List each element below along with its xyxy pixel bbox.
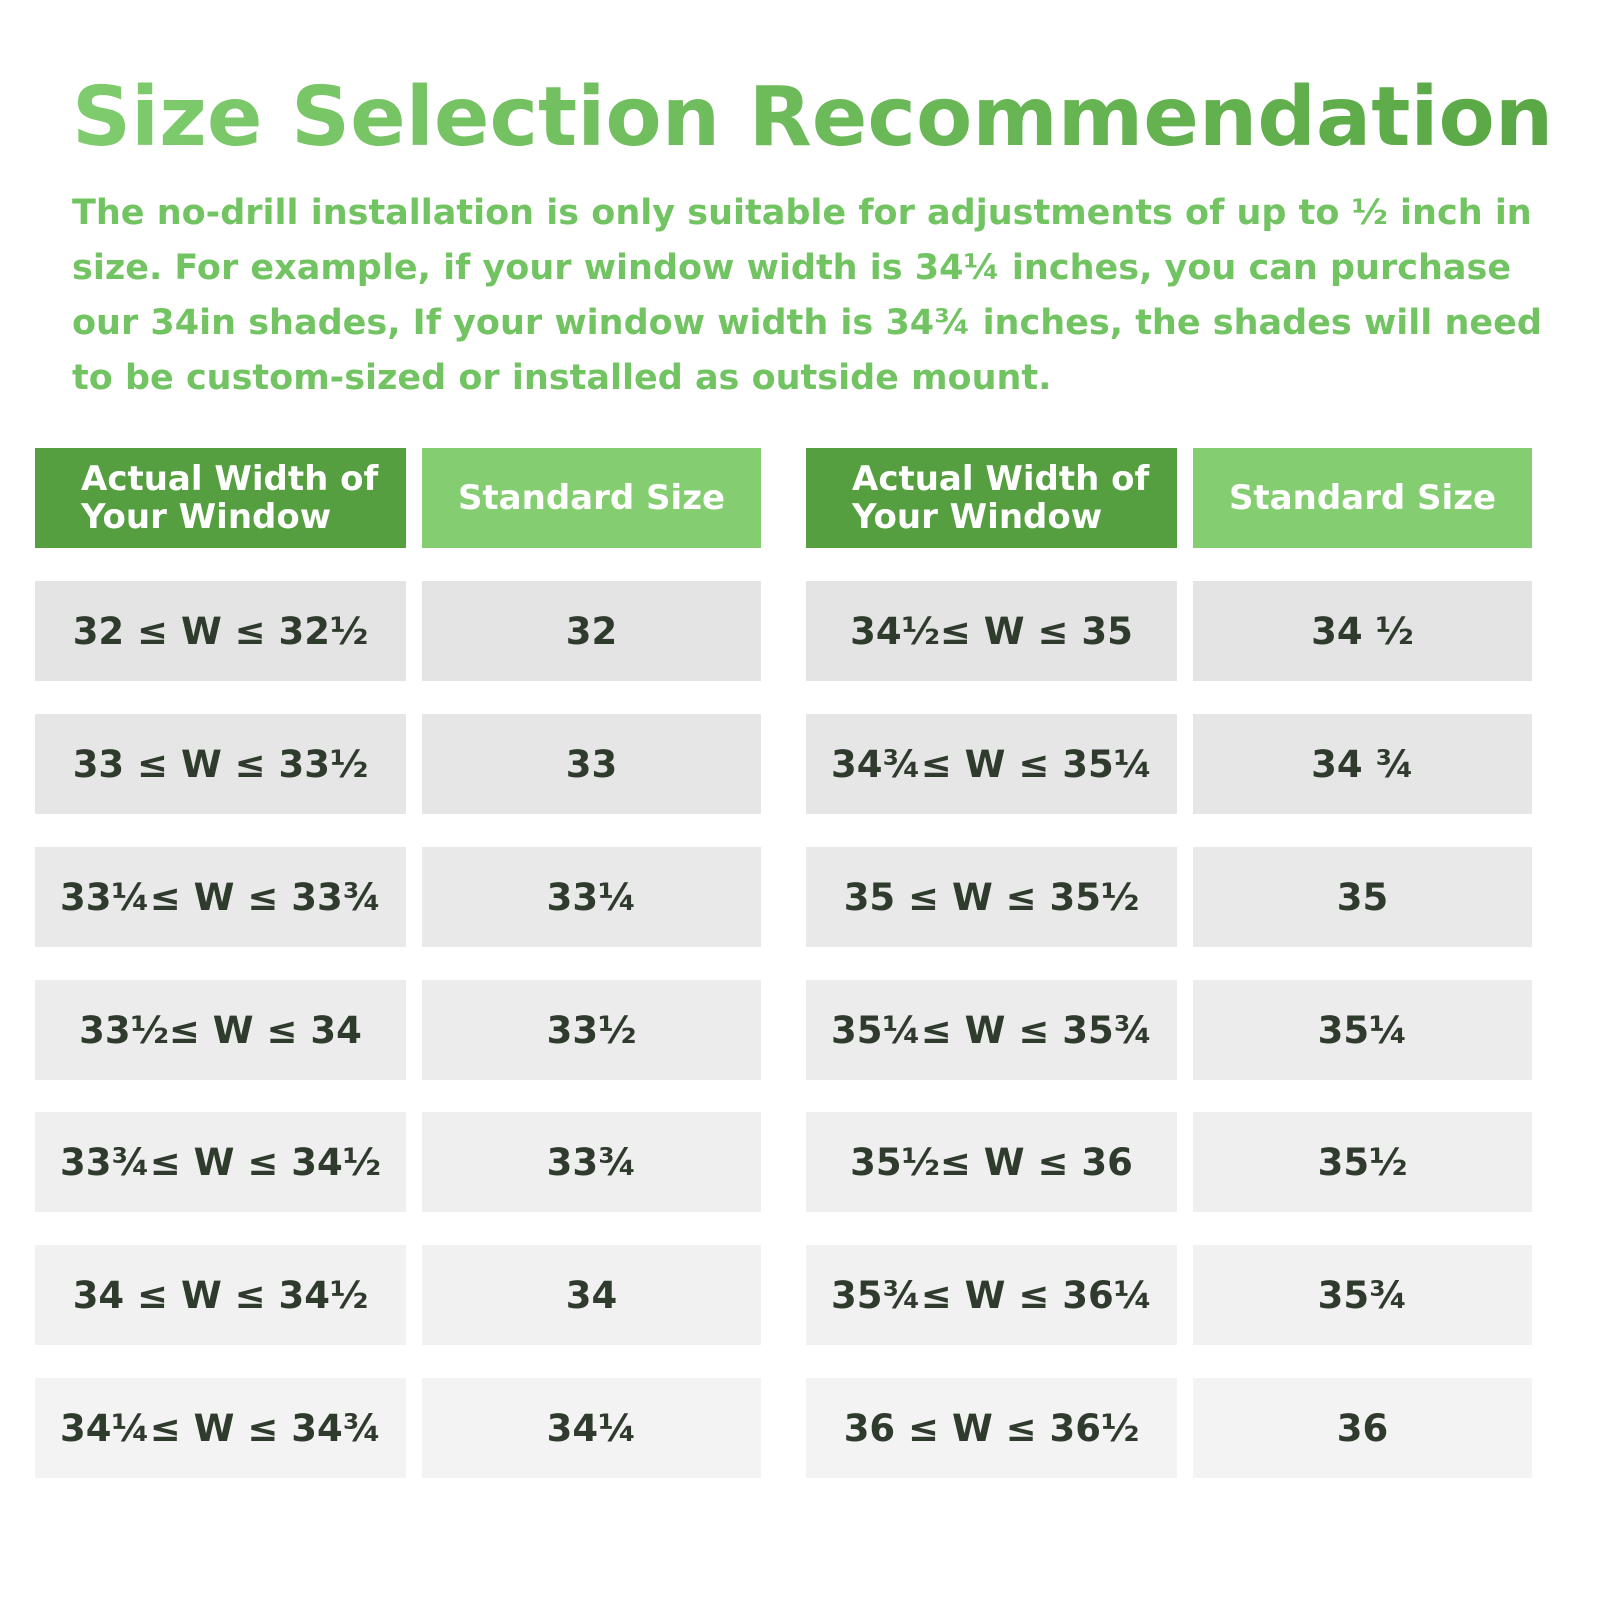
- table-cell-left-actual: 33½≤ W ≤ 34: [35, 980, 406, 1080]
- table-cell-left-standard: 33¾: [422, 1112, 761, 1212]
- header-actual-width-left: Actual Width of Your Window: [35, 448, 406, 548]
- table-cell-left-actual: 33¼≤ W ≤ 33¾: [35, 847, 406, 947]
- table-cell-right-actual: 35¾≤ W ≤ 36¼: [806, 1245, 1177, 1345]
- table-cell-right-standard: 36: [1193, 1378, 1532, 1478]
- table-cell-left-standard: 34¼: [422, 1378, 761, 1478]
- table-cell-left-standard: 34: [422, 1245, 761, 1345]
- table-cell-right-standard: 35¾: [1193, 1245, 1532, 1345]
- table-cell-right-actual: 34½≤ W ≤ 35: [806, 581, 1177, 681]
- table-cell-right-standard: 35: [1193, 847, 1532, 947]
- table-cell-right-actual: 35¼≤ W ≤ 35¾: [806, 980, 1177, 1080]
- table-cell-right-actual: 35½≤ W ≤ 36: [806, 1112, 1177, 1212]
- table-cell-left-standard: 33½: [422, 980, 761, 1080]
- table-cell-left-actual: 34 ≤ W ≤ 34½: [35, 1245, 406, 1345]
- table-cell-right-standard: 34 ¾: [1193, 714, 1532, 814]
- table-cell-right-actual: 35 ≤ W ≤ 35½: [806, 847, 1177, 947]
- page-title: Size Selection Recommendation: [72, 70, 1554, 165]
- table-cell-right-actual: 36 ≤ W ≤ 36½: [806, 1378, 1177, 1478]
- table-cell-right-actual: 34¾≤ W ≤ 35¼: [806, 714, 1177, 814]
- header-standard-size-right: Standard Size: [1193, 448, 1532, 548]
- table-cell-left-actual: 33 ≤ W ≤ 33½: [35, 714, 406, 814]
- table-cell-right-standard: 34 ½: [1193, 581, 1532, 681]
- table-cell-left-standard: 33: [422, 714, 761, 814]
- table-cell-left-actual: 34¼≤ W ≤ 34¾: [35, 1378, 406, 1478]
- table-cell-left-actual: 32 ≤ W ≤ 32½: [35, 581, 406, 681]
- table-cell-right-standard: 35½: [1193, 1112, 1532, 1212]
- header-standard-size-left: Standard Size: [422, 448, 761, 548]
- header-actual-width-right: Actual Width of Your Window: [806, 448, 1177, 548]
- table-cell-left-standard: 33¼: [422, 847, 761, 947]
- table-cell-right-standard: 35¼: [1193, 980, 1532, 1080]
- table-cell-left-standard: 32: [422, 581, 761, 681]
- intro-paragraph: The no-drill installation is only suitab…: [72, 193, 1542, 398]
- table-cell-left-actual: 33¾≤ W ≤ 34½: [35, 1112, 406, 1212]
